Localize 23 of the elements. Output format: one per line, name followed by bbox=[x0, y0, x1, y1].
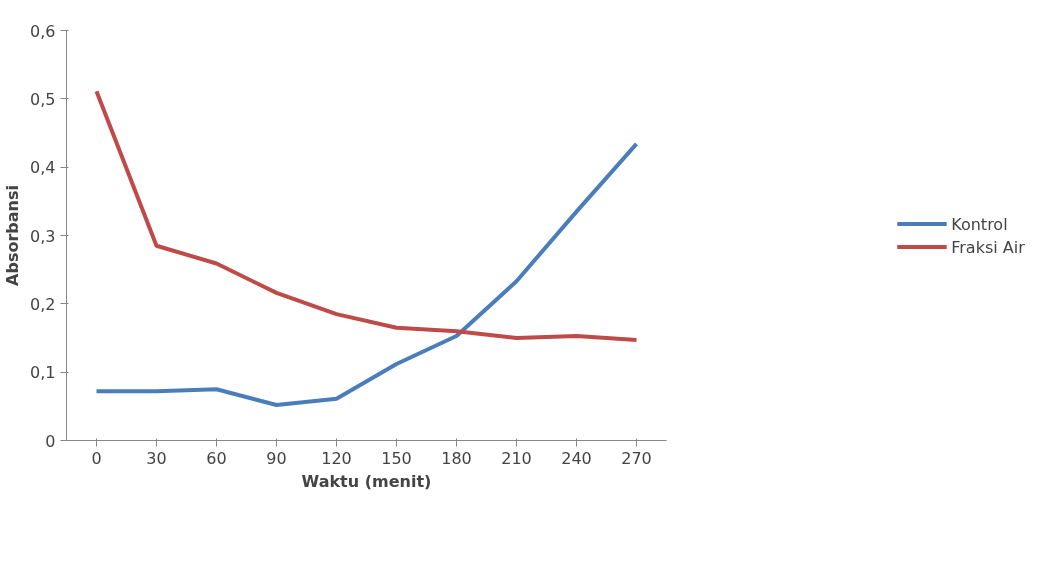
y-tick-label: 0,3 bbox=[30, 226, 56, 246]
x-tick-label: 60 bbox=[206, 448, 227, 468]
y-tick-label: 0,1 bbox=[30, 363, 56, 383]
y-axis-title: Absorbansi bbox=[3, 185, 23, 286]
x-tick-label: 120 bbox=[321, 448, 352, 468]
y-tick-label: 0 bbox=[45, 431, 56, 451]
x-tick-label: 180 bbox=[441, 448, 472, 468]
x-tick-label: 90 bbox=[266, 448, 287, 468]
line-series bbox=[94, 89, 639, 343]
y-tick-label: 0,5 bbox=[30, 89, 56, 109]
y-tick-label: 0,6 bbox=[30, 21, 56, 41]
x-tick-label: 0 bbox=[91, 448, 102, 468]
x-tick-label: 240 bbox=[561, 448, 592, 468]
line-series bbox=[94, 141, 639, 407]
legend-label: Fraksi Air bbox=[951, 237, 1025, 256]
legend-label: Kontrol bbox=[951, 214, 1008, 233]
y-tick-label: 0,4 bbox=[30, 158, 56, 178]
x-tick-label: 150 bbox=[381, 448, 412, 468]
x-tick-label: 30 bbox=[146, 448, 167, 468]
x-tick-label: 270 bbox=[621, 448, 652, 468]
x-axis-title: Waktu (menit) bbox=[301, 471, 432, 491]
y-tick-label: 0,2 bbox=[30, 294, 56, 314]
x-tick-label: 210 bbox=[501, 448, 532, 468]
